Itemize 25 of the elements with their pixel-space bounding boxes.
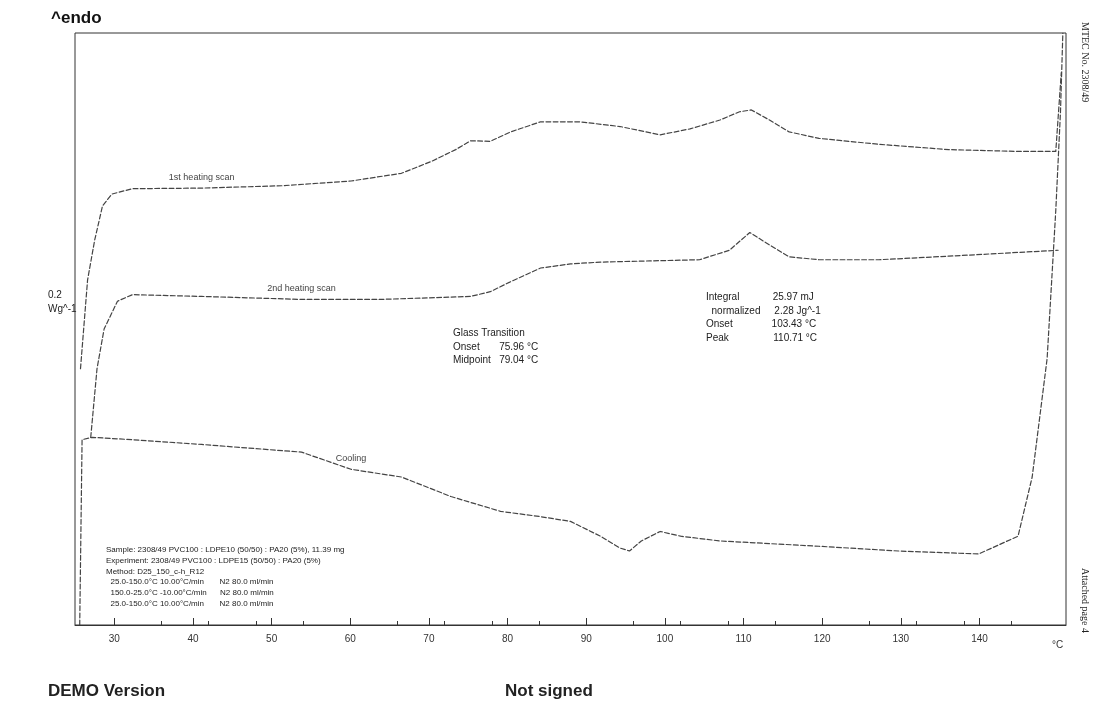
- annotation: Glass Transition Onset 75.96 °C Midpoint 79.04 °C: [453, 327, 539, 366]
- x-tick-label: 130: [892, 632, 910, 644]
- x-tick-label: 70: [423, 632, 435, 644]
- x-tick-label: 100: [656, 632, 674, 644]
- x-tick-label: 90: [580, 632, 593, 644]
- x-tick-label: 40: [187, 632, 199, 644]
- annotation: Integral 25.97 mJ normalized 2.28 Jg^-1 Onset 103.43 °C Peak 110.71 °C: [706, 291, 822, 343]
- series-label: Cooling: [335, 452, 367, 463]
- series-label: 2nd heating scan: [267, 282, 336, 293]
- x-tick-label: 110: [735, 632, 752, 644]
- text: Not signed: [505, 680, 593, 700]
- chart-title: ^endo: [51, 8, 102, 27]
- x-tick-label: 50: [266, 632, 278, 644]
- x-tick-label: 80: [502, 632, 514, 644]
- text: DEMO Version: [48, 680, 166, 700]
- x-tick-label: 140: [971, 632, 989, 644]
- text: Attached page 4: [1079, 568, 1091, 633]
- x-tick-label: 120: [813, 632, 831, 644]
- x-tick-label: 60: [344, 632, 357, 644]
- series-label: 1st heating scan: [168, 171, 235, 182]
- x-tick-label: 30: [108, 632, 121, 644]
- text: MTEC No. 2308/49: [1079, 22, 1091, 103]
- x-axis-title: °C: [1052, 638, 1064, 650]
- annotation: Sample: 2308/49 PVC100 : LDPE10 (50/50) : PA20 (5%), 11.39 mg Experiment: 2308/49 PVC100 : LDPE15 (50/50) : PA20 (5%) Method: D25_150_c-h_R12 25.0-150.0°C 10.00°C/min N2 80.0 ml/min 150.0-25.0°C -10.00°C/min N2 80.0 ml/min 25.0-150.0°C 10.00°C/min N2 80.0 ml/min: [106, 544, 345, 608]
- annotation: 0.2 Wg^-1: [48, 289, 78, 314]
